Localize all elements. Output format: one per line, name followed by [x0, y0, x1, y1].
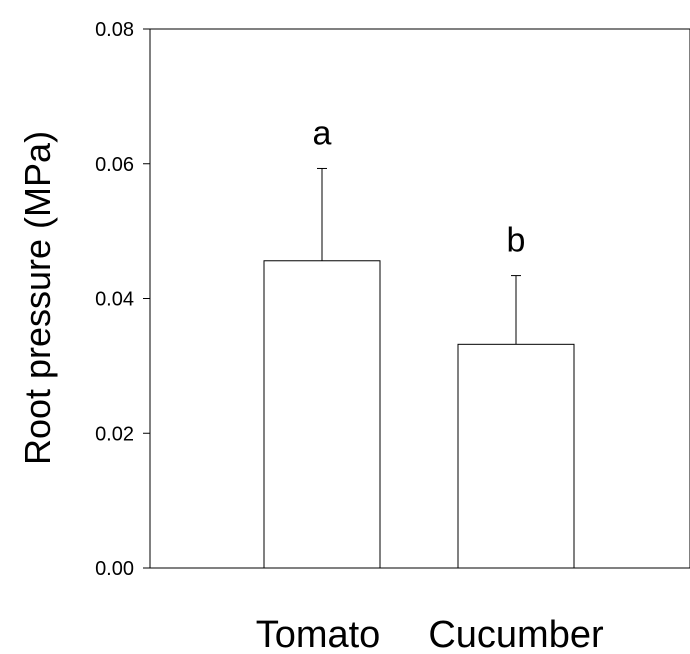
plot-frame [149, 28, 690, 569]
y-tick-label: 0.02 [95, 423, 134, 445]
category-label: Cucumber [428, 614, 604, 654]
y-tick-label: 0.04 [95, 289, 134, 311]
significance-letter: b [507, 222, 526, 260]
bar [263, 260, 381, 569]
significance-labels: ab [313, 114, 526, 259]
category-label: Tomato [256, 614, 381, 654]
y-tick-label: 0.06 [95, 154, 134, 176]
y-axis: 0.00 0.02 0.04 0.06 0.08 [95, 19, 150, 580]
significance-letter: a [313, 114, 332, 152]
error-bars [317, 167, 521, 345]
bar [457, 343, 575, 569]
y-axis-title: Root pressure (MPa) [17, 131, 58, 465]
bars [263, 260, 575, 569]
y-tick-label: 0.08 [95, 19, 134, 41]
y-tick-label: 0.00 [95, 558, 134, 580]
x-axis: Tomato Cucumber [256, 614, 604, 654]
